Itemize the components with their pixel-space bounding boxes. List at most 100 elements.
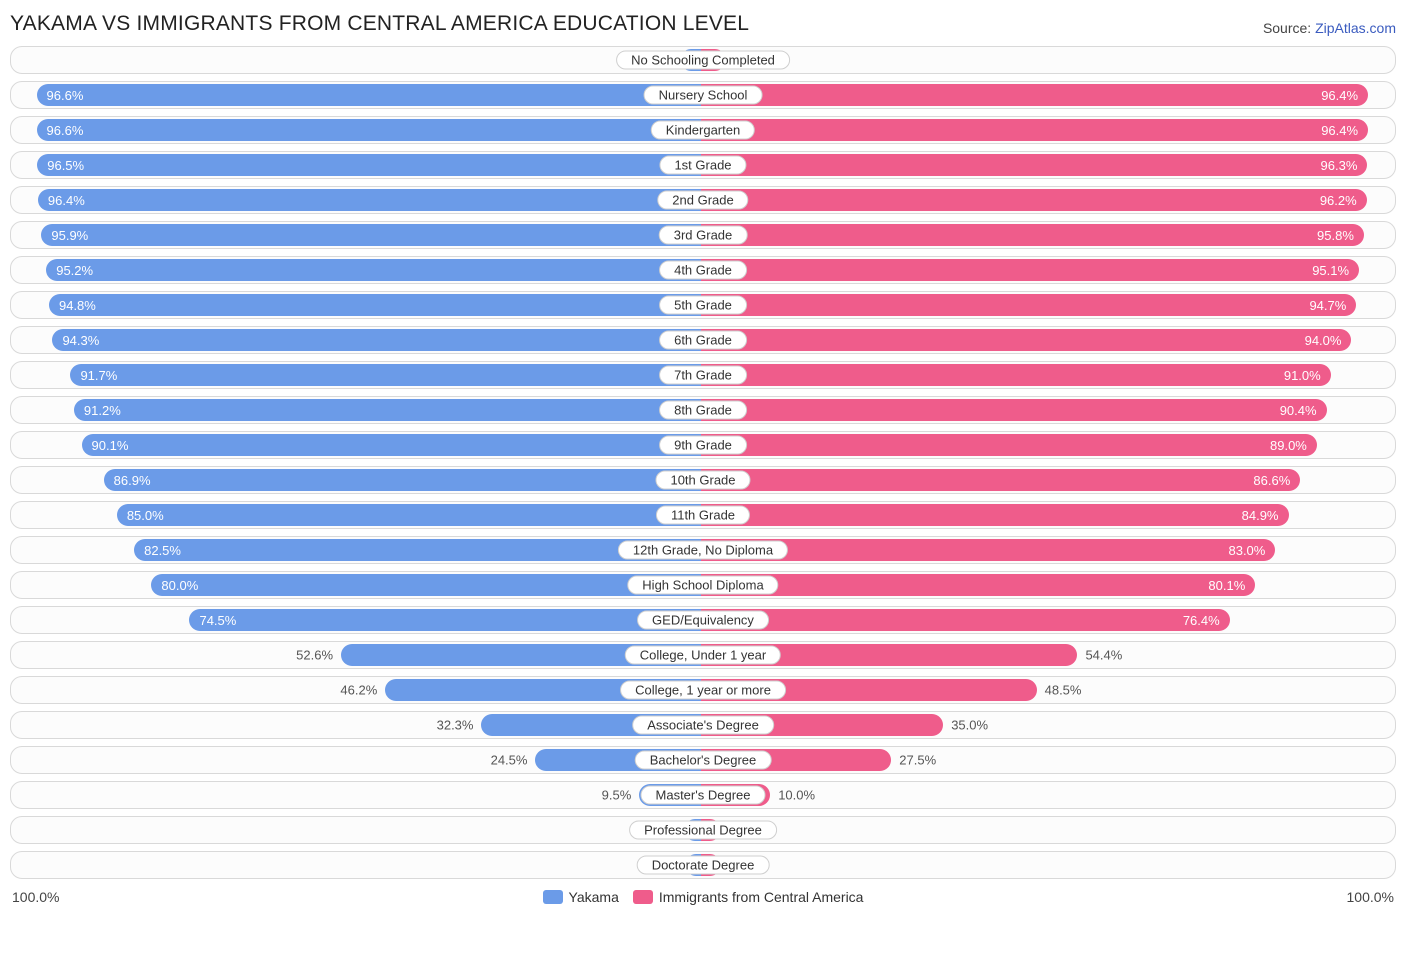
chart-row: 90.1%89.0%9th Grade bbox=[10, 431, 1396, 459]
category-label: GED/Equivalency bbox=[637, 611, 769, 630]
legend-swatch-right bbox=[633, 890, 653, 904]
category-label: Bachelor's Degree bbox=[635, 751, 772, 770]
category-label: 6th Grade bbox=[659, 331, 747, 350]
bar-left-value: 24.5% bbox=[491, 753, 528, 768]
legend-right-label: Immigrants from Central America bbox=[659, 889, 864, 905]
category-label: High School Diploma bbox=[627, 576, 778, 595]
legend-swatch-left bbox=[543, 890, 563, 904]
bar-right: 80.1% bbox=[701, 574, 1255, 596]
category-label: Nursery School bbox=[644, 86, 763, 105]
chart-row: 96.4%96.2%2nd Grade bbox=[10, 186, 1396, 214]
category-label: 10th Grade bbox=[655, 471, 750, 490]
education-diverging-bar-chart: 3.6%3.6%No Schooling Completed96.6%96.4%… bbox=[10, 46, 1396, 879]
legend-right: Immigrants from Central America bbox=[633, 889, 864, 905]
bar-left: 91.7% bbox=[70, 364, 705, 386]
bar-right: 96.4% bbox=[701, 119, 1368, 141]
chart-row: 91.7%91.0%7th Grade bbox=[10, 361, 1396, 389]
bar-right: 90.4% bbox=[701, 399, 1327, 421]
bar-right-value: 48.5% bbox=[1045, 683, 1082, 698]
chart-row: 82.5%83.0%12th Grade, No Diploma bbox=[10, 536, 1396, 564]
legend: Yakama Immigrants from Central America bbox=[543, 889, 864, 905]
chart-row: 74.5%76.4%GED/Equivalency bbox=[10, 606, 1396, 634]
source-prefix: Source: bbox=[1263, 20, 1315, 36]
bar-right: 95.1% bbox=[701, 259, 1359, 281]
category-label: Associate's Degree bbox=[632, 716, 774, 735]
bar-left: 94.3% bbox=[52, 329, 705, 351]
category-label: 9th Grade bbox=[659, 436, 747, 455]
chart-row: 3.6%3.6%No Schooling Completed bbox=[10, 46, 1396, 74]
category-label: 5th Grade bbox=[659, 296, 747, 315]
bar-right: 95.8% bbox=[701, 224, 1364, 246]
chart-row: 9.5% 10.0% Master's Degree bbox=[10, 781, 1396, 809]
category-label: 12th Grade, No Diploma bbox=[618, 541, 788, 560]
bar-right-value: 54.4% bbox=[1085, 648, 1122, 663]
chart-row: 86.9%86.6%10th Grade bbox=[10, 466, 1396, 494]
bar-right: 94.0% bbox=[701, 329, 1351, 351]
category-label: 2nd Grade bbox=[657, 191, 748, 210]
bar-right: 96.3% bbox=[701, 154, 1367, 176]
category-label: 8th Grade bbox=[659, 401, 747, 420]
bar-right-value: 35.0% bbox=[951, 718, 988, 733]
chart-title: YAKAMA VS IMMIGRANTS FROM CENTRAL AMERIC… bbox=[10, 12, 749, 36]
chart-row: 24.5% 27.5% Bachelor's Degree bbox=[10, 746, 1396, 774]
bar-right: 84.9% bbox=[701, 504, 1289, 526]
category-label: 11th Grade bbox=[656, 506, 750, 525]
chart-row: 46.2% 48.5% College, 1 year or more bbox=[10, 676, 1396, 704]
axis-max-right: 100.0% bbox=[1347, 889, 1394, 905]
category-label: Kindergarten bbox=[651, 121, 755, 140]
chart-row: 32.3% 35.0% Associate's Degree bbox=[10, 711, 1396, 739]
category-label: No Schooling Completed bbox=[616, 51, 790, 70]
axis-max-left: 100.0% bbox=[12, 889, 59, 905]
bar-left: 95.9% bbox=[41, 224, 705, 246]
bar-left-value: 32.3% bbox=[437, 718, 474, 733]
bar-left: 85.0% bbox=[117, 504, 705, 526]
source-attribution: Source: ZipAtlas.com bbox=[1263, 20, 1396, 36]
bar-right: 96.4% bbox=[701, 84, 1368, 106]
chart-row: 94.3%94.0%6th Grade bbox=[10, 326, 1396, 354]
bar-left: 91.2% bbox=[74, 399, 705, 421]
category-label: Master's Degree bbox=[641, 786, 766, 805]
bar-left: 86.9% bbox=[104, 469, 705, 491]
chart-row: 96.5%96.3%1st Grade bbox=[10, 151, 1396, 179]
legend-left-label: Yakama bbox=[569, 889, 619, 905]
bar-left-value: 9.5% bbox=[602, 788, 632, 803]
bar-right: 89.0% bbox=[701, 434, 1317, 456]
chart-row: 52.6% 54.4% College, Under 1 year bbox=[10, 641, 1396, 669]
bar-left: 96.6% bbox=[37, 119, 705, 141]
bar-left: 90.1% bbox=[82, 434, 705, 456]
bar-left: 74.5% bbox=[189, 609, 705, 631]
category-label: 4th Grade bbox=[659, 261, 747, 280]
chart-row: 91.2%90.4%8th Grade bbox=[10, 396, 1396, 424]
bar-left: 80.0% bbox=[151, 574, 705, 596]
chart-row: 94.8%94.7%5th Grade bbox=[10, 291, 1396, 319]
bar-left-value: 46.2% bbox=[340, 683, 377, 698]
bar-left: 95.2% bbox=[46, 259, 705, 281]
chart-row: 80.0%80.1%High School Diploma bbox=[10, 571, 1396, 599]
category-label: 3rd Grade bbox=[659, 226, 748, 245]
bar-right-value: 10.0% bbox=[778, 788, 815, 803]
chart-row: 3.1%2.9%Professional Degree bbox=[10, 816, 1396, 844]
bar-left-value: 52.6% bbox=[296, 648, 333, 663]
chart-row: 96.6%96.4%Kindergarten bbox=[10, 116, 1396, 144]
chart-row: 1.3%1.2%Doctorate Degree bbox=[10, 851, 1396, 879]
category-label: 1st Grade bbox=[659, 156, 746, 175]
chart-row: 96.6%96.4%Nursery School bbox=[10, 81, 1396, 109]
category-label: Professional Degree bbox=[629, 821, 777, 840]
bar-right: 86.6% bbox=[701, 469, 1300, 491]
bar-left: 96.5% bbox=[37, 154, 705, 176]
bar-left: 94.8% bbox=[49, 294, 705, 316]
chart-row: 95.9%95.8%3rd Grade bbox=[10, 221, 1396, 249]
category-label: College, Under 1 year bbox=[625, 646, 781, 665]
bar-right-value: 27.5% bbox=[899, 753, 936, 768]
chart-row: 95.2%95.1%4th Grade bbox=[10, 256, 1396, 284]
bar-right: 76.4% bbox=[701, 609, 1230, 631]
bar-left: 96.4% bbox=[38, 189, 705, 211]
bar-right: 94.7% bbox=[701, 294, 1356, 316]
bar-right: 96.2% bbox=[701, 189, 1367, 211]
bar-right: 91.0% bbox=[701, 364, 1331, 386]
chart-row: 85.0%84.9%11th Grade bbox=[10, 501, 1396, 529]
bar-left: 96.6% bbox=[37, 84, 705, 106]
source-link[interactable]: ZipAtlas.com bbox=[1315, 20, 1396, 36]
category-label: Doctorate Degree bbox=[637, 856, 770, 875]
category-label: College, 1 year or more bbox=[620, 681, 786, 700]
